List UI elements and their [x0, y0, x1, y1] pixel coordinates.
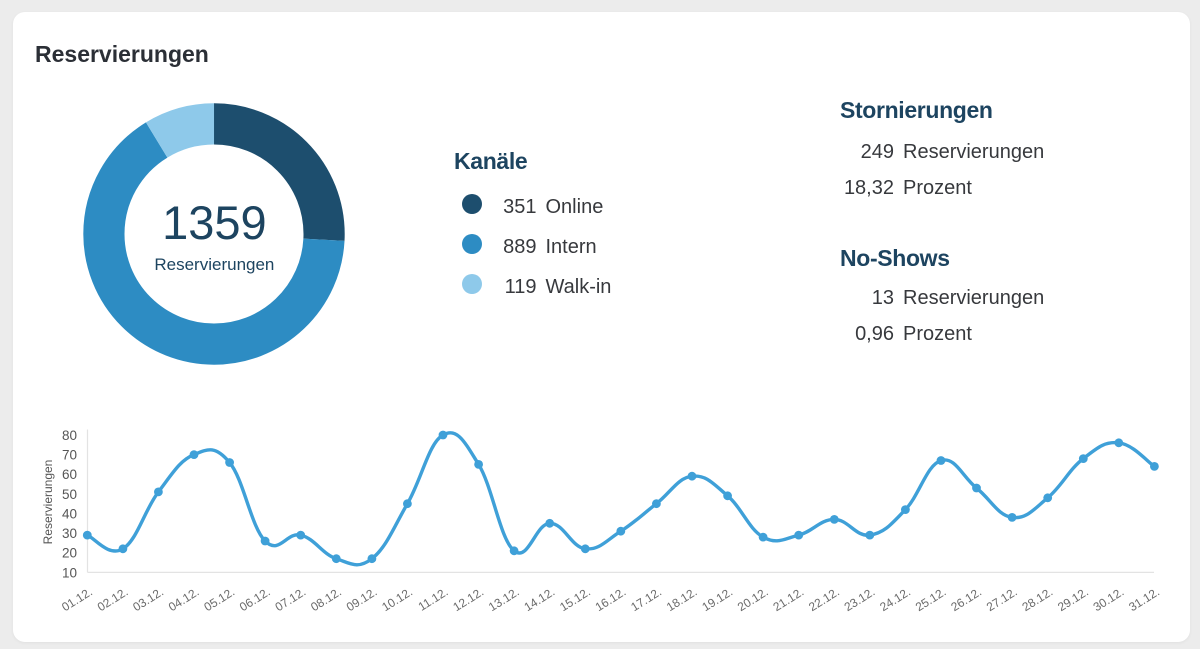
svg-text:70: 70 — [62, 448, 77, 463]
svg-text:10: 10 — [62, 565, 77, 580]
svg-text:10.12.: 10.12. — [379, 585, 415, 615]
svg-text:23.12.: 23.12. — [842, 585, 878, 615]
svg-text:06.12.: 06.12. — [237, 585, 273, 615]
svg-text:14.12.: 14.12. — [522, 585, 558, 615]
svg-text:30.12.: 30.12. — [1091, 585, 1127, 615]
svg-text:09.12.: 09.12. — [344, 585, 380, 615]
svg-text:22.12.: 22.12. — [806, 585, 842, 615]
svg-text:80: 80 — [62, 428, 77, 443]
svg-text:24.12.: 24.12. — [877, 585, 913, 615]
svg-text:20: 20 — [62, 546, 77, 561]
svg-text:11.12.: 11.12. — [416, 585, 451, 614]
svg-text:30: 30 — [62, 526, 77, 541]
svg-text:21.12.: 21.12. — [771, 585, 807, 615]
svg-text:15.12.: 15.12. — [557, 585, 593, 615]
svg-text:03.12.: 03.12. — [130, 585, 166, 615]
svg-text:40: 40 — [62, 506, 77, 521]
svg-text:29.12.: 29.12. — [1055, 585, 1091, 615]
svg-text:28.12.: 28.12. — [1020, 585, 1056, 615]
svg-text:13.12.: 13.12. — [486, 585, 522, 615]
svg-text:16.12.: 16.12. — [593, 585, 629, 615]
svg-text:02.12.: 02.12. — [95, 585, 131, 615]
svg-text:05.12.: 05.12. — [201, 585, 237, 615]
svg-text:25.12.: 25.12. — [913, 585, 949, 615]
svg-text:04.12.: 04.12. — [166, 585, 202, 615]
svg-text:18.12.: 18.12. — [664, 585, 700, 615]
svg-text:27.12.: 27.12. — [984, 585, 1020, 615]
svg-text:20.12.: 20.12. — [735, 585, 771, 615]
svg-text:08.12.: 08.12. — [308, 585, 344, 615]
svg-text:01.12.: 01.12. — [59, 585, 95, 615]
svg-text:60: 60 — [62, 467, 77, 482]
svg-text:Reservierungen: Reservierungen — [41, 460, 55, 545]
svg-text:19.12.: 19.12. — [699, 585, 735, 615]
svg-text:12.12.: 12.12. — [450, 585, 486, 615]
svg-text:31.12.: 31.12. — [1126, 585, 1162, 615]
svg-text:07.12.: 07.12. — [273, 585, 309, 615]
svg-text:17.12.: 17.12. — [628, 585, 664, 615]
svg-text:50: 50 — [62, 487, 77, 502]
svg-text:26.12.: 26.12. — [948, 585, 984, 615]
